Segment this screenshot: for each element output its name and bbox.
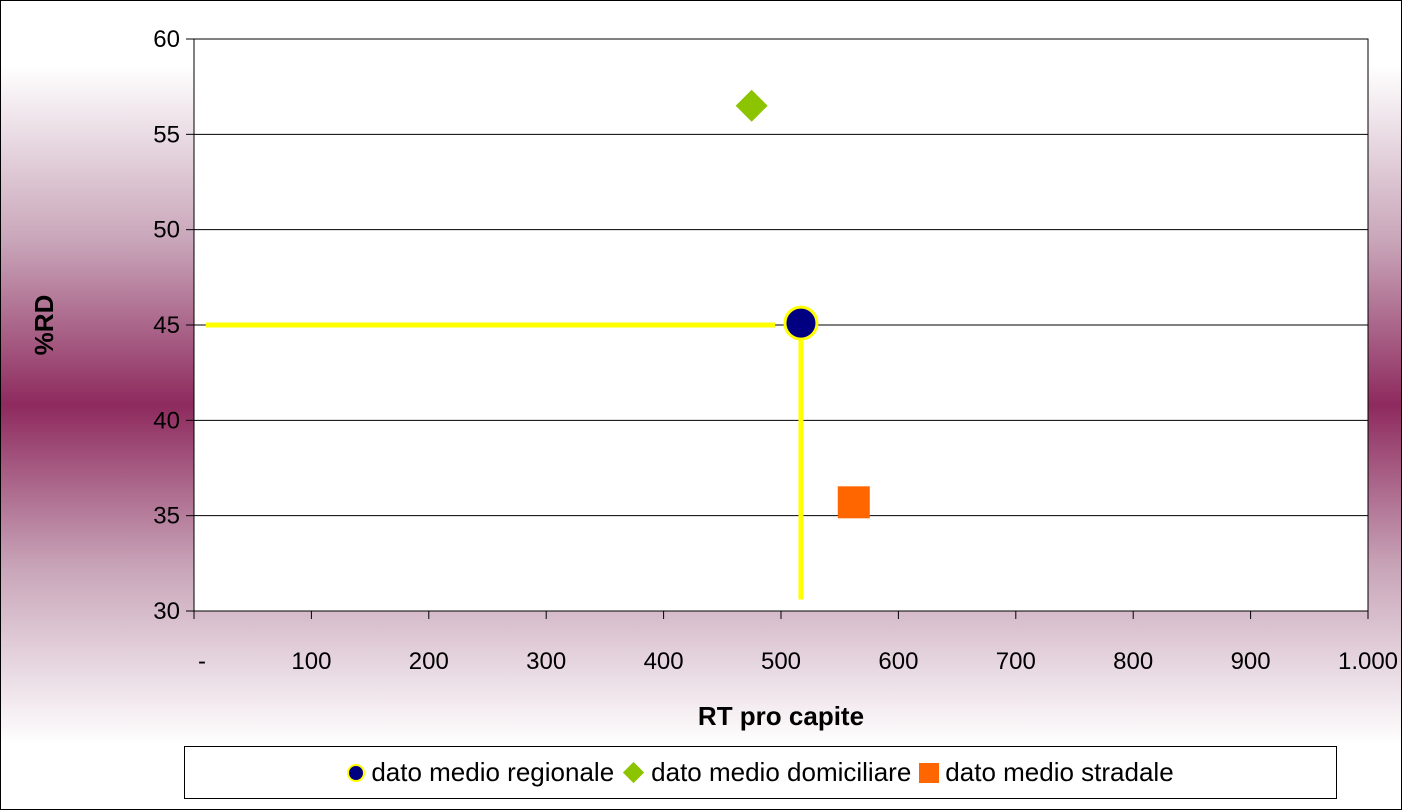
x-tick-label: 700	[996, 648, 1036, 675]
legend-item-regionale: dato medio regionale	[347, 757, 614, 788]
y-tick-label: 55	[153, 121, 180, 148]
axes: 30 35 40 45 50 55 60 - 100 200 300 400 500 600 700 800 9…	[153, 26, 1398, 675]
y-axis-title: %RD	[29, 295, 59, 356]
y-tick-label: 40	[153, 407, 180, 434]
point-dato-medio-regionale	[783, 305, 819, 341]
y-tick-label: 35	[153, 503, 180, 530]
x-tick-label: 200	[409, 648, 449, 675]
x-tick-label: 400	[644, 648, 684, 675]
x-tick-label: -	[198, 648, 206, 675]
x-tick-label: 300	[526, 648, 566, 675]
reference-lines	[205, 322, 804, 600]
circle-marker-icon	[347, 763, 366, 782]
y-tick-label: 45	[153, 312, 180, 339]
y-tick-label: 50	[153, 217, 180, 244]
diamond-marker-icon	[623, 761, 645, 784]
legend-item-domiciliare: dato medio domiciliare	[622, 757, 911, 788]
x-tick-label: 1.000	[1338, 648, 1398, 675]
x-tick-label: 800	[1113, 648, 1153, 675]
point-dato-medio-domiciliare	[735, 89, 768, 122]
point-dato-medio-stradale	[837, 486, 870, 519]
legend-label: dato medio regionale	[371, 757, 615, 787]
x-tick-label: 600	[878, 648, 918, 675]
y-tick-label: 30	[153, 598, 180, 625]
legend: dato medio regionale dato medio domicili…	[184, 746, 1337, 799]
square-marker-icon	[919, 762, 940, 783]
data-points	[735, 89, 870, 519]
x-tick-label: 100	[291, 648, 331, 675]
x-axis-title: RT pro capite	[698, 701, 864, 731]
x-tick-label: 900	[1231, 648, 1271, 675]
legend-label: dato medio domiciliare	[651, 757, 912, 787]
x-tick-label: 500	[761, 648, 801, 675]
legend-item-stradale: dato medio stradale	[919, 757, 1174, 788]
y-tick-label: 60	[153, 26, 180, 53]
legend-label: dato medio stradale	[945, 757, 1174, 787]
